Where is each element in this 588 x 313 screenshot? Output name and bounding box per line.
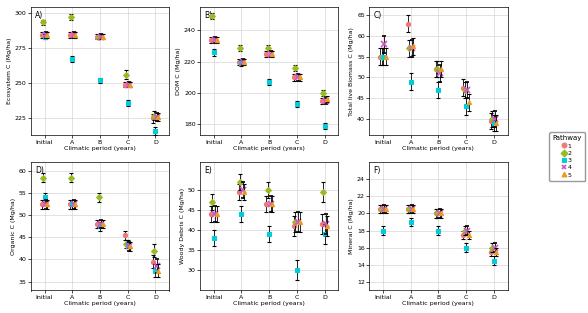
Y-axis label: Total live Biomass C (Mg/ha): Total live Biomass C (Mg/ha): [349, 27, 355, 115]
X-axis label: Climatic period (years): Climatic period (years): [402, 301, 475, 306]
Text: C): C): [373, 11, 382, 20]
X-axis label: Climatic period (years): Climatic period (years): [64, 301, 136, 306]
Legend: 1, 2, 3, 4, 5: 1, 2, 3, 4, 5: [549, 132, 585, 181]
Y-axis label: Woody Debris C (Mg/ha): Woody Debris C (Mg/ha): [180, 188, 185, 264]
Y-axis label: Ecosystem C (Mg/ha): Ecosystem C (Mg/ha): [7, 38, 12, 105]
Y-axis label: Mineral C (Mg/ha): Mineral C (Mg/ha): [349, 198, 354, 254]
Text: E): E): [204, 166, 212, 175]
Y-axis label: DOM C (Mg/ha): DOM C (Mg/ha): [176, 47, 181, 95]
X-axis label: Climatic period (years): Climatic period (years): [64, 146, 136, 151]
X-axis label: Climatic period (years): Climatic period (years): [233, 301, 305, 306]
X-axis label: Climatic period (years): Climatic period (years): [402, 146, 475, 151]
Text: A): A): [35, 11, 43, 20]
X-axis label: Climatic period (years): Climatic period (years): [233, 146, 305, 151]
Text: F): F): [373, 166, 380, 175]
Text: B): B): [204, 11, 212, 20]
Text: D): D): [35, 166, 44, 175]
Y-axis label: Organic C (Mg/ha): Organic C (Mg/ha): [11, 198, 16, 255]
